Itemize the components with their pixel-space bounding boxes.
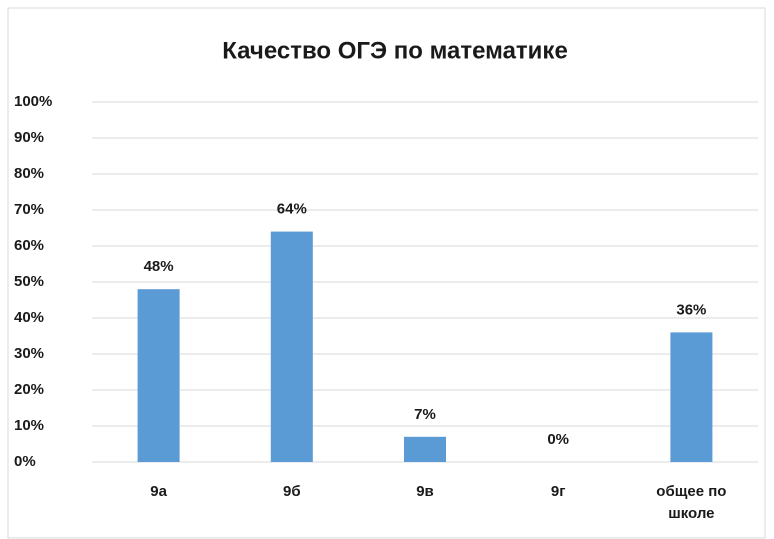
x-tick-label: 9в: [416, 483, 434, 500]
x-tick-label: общее по школе: [656, 483, 727, 522]
y-tick-label: 10%: [14, 417, 44, 434]
y-tick-label: 90%: [14, 129, 44, 146]
bar: [404, 436, 446, 462]
y-tick-label: 30%: [14, 345, 44, 362]
data-label: 7%: [414, 406, 436, 423]
chart-border: [7, 7, 766, 539]
y-tick-label: 20%: [14, 381, 44, 398]
chart-title: Качество ОГЭ по математике: [222, 37, 568, 64]
y-tick-label: 50%: [14, 273, 44, 290]
y-tick-label: 40%: [14, 309, 44, 326]
data-label: 64%: [277, 201, 307, 218]
bar: [270, 231, 313, 462]
x-tick-label: 9а: [150, 483, 167, 500]
data-label: 48%: [144, 258, 174, 275]
bar: [137, 289, 180, 462]
data-label: 0%: [547, 431, 569, 448]
y-tick-label: 70%: [14, 201, 44, 218]
bar: [670, 332, 713, 462]
x-tick-label: 9б: [282, 483, 301, 500]
y-tick-label: 80%: [14, 165, 44, 182]
data-label: 36%: [676, 301, 706, 318]
x-tick-label: 9г: [550, 483, 566, 500]
y-tick-label: 60%: [14, 237, 44, 254]
y-tick-label: 0%: [14, 453, 36, 470]
y-tick-label: 100%: [14, 93, 52, 110]
